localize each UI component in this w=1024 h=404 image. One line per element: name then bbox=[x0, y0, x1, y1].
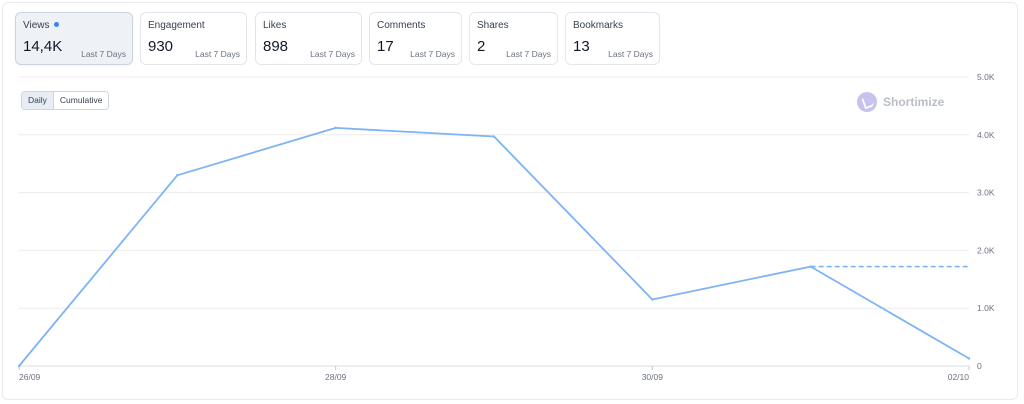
y-tick-label: 0 bbox=[977, 361, 982, 371]
metric-period: Last 7 Days bbox=[410, 49, 455, 59]
data-point bbox=[492, 135, 496, 138]
y-tick-label: 3.0K bbox=[977, 188, 995, 198]
metric-label: Comments bbox=[377, 20, 426, 31]
x-tick-label: 02/10 bbox=[948, 372, 970, 382]
metric-card-likes[interactable]: Likes 898 Last 7 Days bbox=[255, 12, 362, 65]
analytics-panel bbox=[2, 2, 1018, 400]
metric-value: 930 bbox=[148, 38, 174, 55]
metric-card-bookmarks[interactable]: Bookmarks 13 Last 7 Days bbox=[565, 12, 660, 65]
shortimize-logo-icon bbox=[857, 92, 877, 112]
metric-label: Shares bbox=[477, 20, 509, 31]
metric-label: Likes bbox=[263, 20, 287, 31]
toggle-cumulative[interactable]: Cumulative bbox=[52, 92, 109, 109]
metric-value: 17 bbox=[377, 38, 394, 55]
metric-label: Engagement bbox=[148, 20, 205, 31]
x-tick-label: 30/09 bbox=[642, 372, 664, 382]
metric-value: 2 bbox=[477, 38, 486, 55]
brand-name: Shortimize bbox=[883, 95, 945, 109]
brand-watermark: Shortimize bbox=[857, 92, 944, 112]
metric-value: 14,4K bbox=[23, 38, 63, 55]
metric-card-shares[interactable]: Shares 2 Last 7 Days bbox=[469, 12, 558, 65]
data-point bbox=[809, 265, 812, 268]
data-point bbox=[17, 364, 21, 368]
metric-value: 898 bbox=[263, 38, 289, 55]
metric-value: 13 bbox=[573, 38, 590, 55]
metric-card-engagement[interactable]: Engagement 930 Last 7 Days bbox=[140, 12, 247, 65]
data-point bbox=[334, 126, 337, 130]
metric-period: Last 7 Days bbox=[608, 49, 653, 59]
data-point bbox=[967, 357, 971, 360]
y-tick-label: 4.0K bbox=[977, 130, 995, 140]
x-tick-label: 26/09 bbox=[19, 372, 41, 382]
chart-mode-toggle: Daily Cumulative bbox=[21, 91, 110, 110]
metric-period: Last 7 Days bbox=[310, 49, 355, 59]
metric-label: Views bbox=[23, 20, 50, 31]
y-tick-label: 1.0K bbox=[977, 303, 995, 313]
metric-label: Bookmarks bbox=[573, 20, 624, 31]
metric-period: Last 7 Days bbox=[195, 49, 240, 59]
metric-card-comments[interactable]: Comments 17 Last 7 Days bbox=[369, 12, 462, 65]
y-tick-label: 2.0K bbox=[977, 245, 995, 255]
data-point bbox=[176, 174, 179, 177]
metric-period: Last 7 Days bbox=[506, 49, 551, 59]
y-tick-label: 5.0K bbox=[977, 72, 995, 82]
data-point bbox=[651, 298, 654, 301]
toggle-daily[interactable]: Daily bbox=[22, 92, 53, 109]
views-series-line bbox=[18, 127, 970, 367]
x-tick-label: 28/09 bbox=[325, 372, 347, 382]
active-dot-icon bbox=[53, 21, 59, 27]
metric-period: Last 7 Days bbox=[81, 49, 126, 59]
metric-card-views[interactable]: Views 14,4K Last 7 Days bbox=[15, 12, 133, 65]
